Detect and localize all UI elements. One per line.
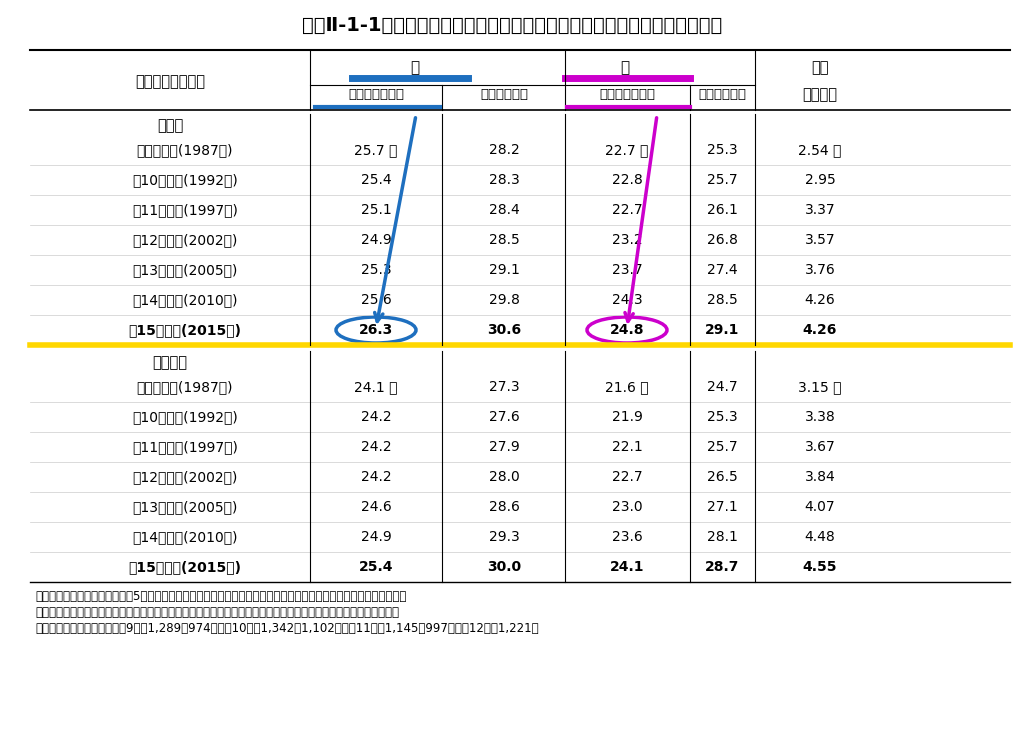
Text: 夫: 夫 [411, 61, 420, 76]
Text: 28.0: 28.0 [488, 470, 519, 484]
Text: 28.7: 28.7 [705, 560, 739, 574]
Text: 3.37: 3.37 [805, 203, 836, 217]
Text: 28.4: 28.4 [488, 203, 519, 217]
Text: 恋愛結婚: 恋愛結婚 [153, 356, 187, 370]
Text: 26.8: 26.8 [707, 233, 737, 247]
Text: 27.9: 27.9 [488, 440, 519, 454]
Text: 妻: 妻 [621, 61, 630, 76]
Text: 3.57: 3.57 [805, 233, 836, 247]
Text: 23.0: 23.0 [611, 500, 642, 514]
Text: 24.6: 24.6 [360, 500, 391, 514]
Text: 第14回調査(2010年): 第14回調査(2010年) [132, 530, 238, 544]
Text: 22.7: 22.7 [611, 470, 642, 484]
Text: 2.54 年: 2.54 年 [799, 143, 842, 157]
Text: 調査（調査年次）: 調査（調査年次） [135, 74, 205, 89]
Text: 22.7 歳: 22.7 歳 [605, 143, 648, 157]
Text: 4.07: 4.07 [805, 500, 836, 514]
Text: 21.9: 21.9 [611, 410, 642, 424]
Text: 月齢をもとに算出している。「恋愛結婚」は夫妻が出会ったきっかけによって分類（巻末「用語の解説」参照）。客: 月齢をもとに算出している。「恋愛結婚」は夫妻が出会ったきっかけによって分類（巻末… [35, 607, 399, 619]
Text: 第11回調査(1997年): 第11回調査(1997年) [132, 440, 238, 454]
Text: 24.3: 24.3 [611, 293, 642, 307]
Text: 24.7: 24.7 [707, 380, 737, 394]
Text: 23.2: 23.2 [611, 233, 642, 247]
Text: 平均初婚年齢: 平均初婚年齢 [698, 88, 746, 101]
Text: 4.26: 4.26 [805, 293, 836, 307]
Text: 図表Ⅱ-1-1　調査別にみた、平均出会い年齢、平均初婚年齢、平均交際期間: 図表Ⅱ-1-1 調査別にみた、平均出会い年齢、平均初婚年齢、平均交際期間 [302, 16, 722, 34]
Text: 3.84: 3.84 [805, 470, 836, 484]
Text: 平均出会い年齢: 平均出会い年齢 [599, 88, 655, 101]
Text: 24.2: 24.2 [360, 410, 391, 424]
Text: 24.8: 24.8 [609, 323, 644, 337]
Text: 30.0: 30.0 [487, 560, 521, 574]
Text: 3.67: 3.67 [805, 440, 836, 454]
Text: 交際期間: 交際期間 [803, 88, 838, 103]
Text: 4.55: 4.55 [803, 560, 838, 574]
Text: 29.1: 29.1 [488, 263, 519, 277]
Text: 25.7: 25.7 [707, 173, 737, 187]
Text: 30.6: 30.6 [487, 323, 521, 337]
Text: 第15回調査(2015年): 第15回調査(2015年) [128, 560, 242, 574]
Text: 27.1: 27.1 [707, 500, 737, 514]
Text: 27.6: 27.6 [488, 410, 519, 424]
Text: 22.1: 22.1 [611, 440, 642, 454]
Text: 第13回調査(2005年): 第13回調査(2005年) [132, 500, 238, 514]
Text: 24.9: 24.9 [360, 530, 391, 544]
Text: 注：対象は各調査時点より過去5年間に結婚した初婚どうしの夫婦（結婚の過程が不詳の夫婦を除く）。各平均年齢は: 注：対象は各調査時点より過去5年間に結婚した初婚どうしの夫婦（結婚の過程が不詳の… [35, 590, 407, 604]
Text: 28.1: 28.1 [707, 530, 737, 544]
Text: 26.5: 26.5 [707, 470, 737, 484]
Text: 28.6: 28.6 [488, 500, 519, 514]
Text: 第15回調査(2015年): 第15回調査(2015年) [128, 323, 242, 337]
Text: 25.1: 25.1 [360, 203, 391, 217]
Text: 第10回調査(1992年): 第10回調査(1992年) [132, 410, 238, 424]
Text: 第12回調査(2002年): 第12回調査(2002年) [132, 470, 238, 484]
Text: 4.48: 4.48 [805, 530, 836, 544]
Text: 28.3: 28.3 [488, 173, 519, 187]
Text: 22.7: 22.7 [611, 203, 642, 217]
Text: 28.2: 28.2 [488, 143, 519, 157]
Text: 3.76: 3.76 [805, 263, 836, 277]
Text: 第９回調査(1987年): 第９回調査(1987年) [137, 143, 233, 157]
Text: 平均初婚年齢: 平均初婚年齢 [480, 88, 528, 101]
Text: 29.3: 29.3 [488, 530, 519, 544]
Text: 25.4: 25.4 [360, 173, 391, 187]
Text: 24.1 歳: 24.1 歳 [354, 380, 397, 394]
Text: 23.7: 23.7 [611, 263, 642, 277]
Text: 25.3: 25.3 [707, 143, 737, 157]
Text: 平均: 平均 [811, 61, 828, 76]
Text: 24.9: 24.9 [360, 233, 391, 247]
Text: 第14回調査(2010年): 第14回調査(2010年) [132, 293, 238, 307]
Text: 27.3: 27.3 [488, 380, 519, 394]
Text: 第11回調査(1997年): 第11回調査(1997年) [132, 203, 238, 217]
Text: 24.1: 24.1 [609, 560, 644, 574]
Text: 25.7: 25.7 [707, 440, 737, 454]
Text: 体数（総数、恋愛結婚）：第9回（1,289、974）、第10回（1,342、1,102）、第11回（1,145、997）、第12回（1,221、: 体数（総数、恋愛結婚）：第9回（1,289、974）、第10回（1,342、1,… [35, 622, 539, 635]
Text: 2.95: 2.95 [805, 173, 836, 187]
Text: 25.3: 25.3 [360, 263, 391, 277]
Text: 4.26: 4.26 [803, 323, 838, 337]
Text: 第13回調査(2005年): 第13回調査(2005年) [132, 263, 238, 277]
Text: 3.38: 3.38 [805, 410, 836, 424]
Text: 25.4: 25.4 [358, 560, 393, 574]
Text: 27.4: 27.4 [707, 263, 737, 277]
Text: 28.5: 28.5 [707, 293, 737, 307]
Text: 第12回調査(2002年): 第12回調査(2002年) [132, 233, 238, 247]
Text: 21.6 歳: 21.6 歳 [605, 380, 649, 394]
Text: 平均出会い年齢: 平均出会い年齢 [348, 88, 404, 101]
Text: 28.5: 28.5 [488, 233, 519, 247]
Text: 25.6: 25.6 [360, 293, 391, 307]
Text: 22.8: 22.8 [611, 173, 642, 187]
Text: 第10回調査(1992年): 第10回調査(1992年) [132, 173, 238, 187]
Text: 26.3: 26.3 [358, 323, 393, 337]
Text: 23.6: 23.6 [611, 530, 642, 544]
Text: 25.7 歳: 25.7 歳 [354, 143, 397, 157]
Text: 第９回調査(1987年): 第９回調査(1987年) [137, 380, 233, 394]
Text: 3.15 年: 3.15 年 [799, 380, 842, 394]
Text: 総　数: 総 数 [157, 118, 183, 134]
Text: 29.1: 29.1 [705, 323, 739, 337]
Text: 29.8: 29.8 [488, 293, 519, 307]
Text: 26.1: 26.1 [707, 203, 737, 217]
Text: 24.2: 24.2 [360, 470, 391, 484]
Text: 24.2: 24.2 [360, 440, 391, 454]
Text: 25.3: 25.3 [707, 410, 737, 424]
